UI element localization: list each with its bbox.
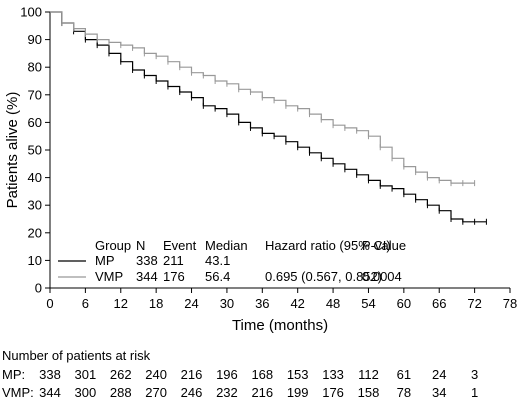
at-risk-value: 3 — [471, 367, 478, 382]
at-risk-value: 176 — [322, 385, 344, 400]
legend-header: Median — [205, 238, 248, 253]
x-tick-label: 6 — [82, 296, 89, 311]
at-risk-value: 78 — [397, 385, 411, 400]
y-tick-label: 80 — [28, 60, 42, 75]
x-tick-label: 0 — [46, 296, 53, 311]
y-tick-label: 70 — [28, 87, 42, 102]
x-tick-label: 66 — [432, 296, 446, 311]
legend-cell: VMP — [95, 269, 123, 284]
x-tick-label: 12 — [114, 296, 128, 311]
legend-cell: 344 — [136, 269, 158, 284]
series-line-mp — [50, 11, 487, 223]
x-tick-label: 78 — [503, 296, 517, 311]
at-risk-title: Number of patients at risk — [2, 348, 151, 363]
at-risk-value: 240 — [145, 367, 167, 382]
x-tick-label: 48 — [326, 296, 340, 311]
at-risk-value: 232 — [216, 385, 238, 400]
legend-cell: 0.0004 — [362, 269, 402, 284]
x-tick-label: 30 — [220, 296, 234, 311]
x-axis-title: Time (months) — [232, 317, 328, 334]
x-tick-label: 18 — [149, 296, 163, 311]
legend-header: Group — [95, 238, 131, 253]
legend-cell: 43.1 — [205, 253, 230, 268]
y-axis-title: Patients alive (%) — [4, 92, 21, 209]
legend-cell: 56.4 — [205, 269, 230, 284]
at-risk-value: 301 — [75, 367, 97, 382]
at-risk-table: Number of patients at risk MP: 338 301 262 24… — [2, 348, 478, 400]
legend-cell: 338 — [136, 253, 158, 268]
y-tick-label: 20 — [28, 225, 42, 240]
x-tick-label: 60 — [397, 296, 411, 311]
at-risk-value: 199 — [287, 385, 309, 400]
x-tick-label: 36 — [255, 296, 269, 311]
at-risk-value: 133 — [322, 367, 344, 382]
at-risk-value: 270 — [145, 385, 167, 400]
y-tick-label: 50 — [28, 143, 42, 158]
y-tick-label: 0 — [35, 281, 42, 296]
at-risk-label: VMP: — [2, 385, 34, 400]
at-risk-value: 344 — [39, 385, 61, 400]
at-risk-value: 158 — [358, 385, 380, 400]
at-risk-value: 246 — [181, 385, 203, 400]
at-risk-value: 61 — [397, 367, 411, 382]
at-risk-value: 112 — [358, 367, 379, 382]
legend-header: Hazard ratio (95% CI) — [265, 238, 391, 253]
at-risk-value: 153 — [287, 367, 309, 382]
x-tick-label: 72 — [467, 296, 481, 311]
at-risk-value: 168 — [251, 367, 273, 382]
y-tick-label: 10 — [28, 253, 42, 268]
y-tick-label: 30 — [28, 198, 42, 213]
at-risk-value: 288 — [110, 385, 132, 400]
legend-table: Group N Event Median Hazard ratio (95% CI)P-… — [58, 238, 406, 284]
y-tick-label: 100 — [20, 5, 42, 20]
at-risk-value: 196 — [216, 367, 238, 382]
legend-header: P-value — [362, 238, 406, 253]
legend-cell: MP — [95, 253, 115, 268]
survival-curves — [50, 11, 487, 225]
at-risk-value: 338 — [39, 367, 61, 382]
at-risk-value: 34 — [432, 385, 446, 400]
legend-header: Event — [163, 238, 197, 253]
at-risk-value: 300 — [75, 385, 97, 400]
at-risk-value: 262 — [110, 367, 132, 382]
legend-cell: 0.695 (0.567, 0.852) — [265, 269, 382, 284]
at-risk-label: MP: — [2, 367, 25, 382]
x-tick-label: 24 — [184, 296, 198, 311]
at-risk-value: 1 — [471, 385, 478, 400]
at-risk-value: 24 — [432, 367, 446, 382]
x-tick-label: 42 — [290, 296, 304, 311]
y-tick-label: 60 — [28, 115, 42, 130]
legend-header: N — [136, 238, 145, 253]
axes: 0 10 20 30 40 50 60 70 80 90 100 0 6 12 18 24 30 36 42 48 54… — [20, 5, 517, 312]
legend-cell: 211 — [163, 253, 184, 268]
at-risk-value: 216 — [181, 367, 203, 382]
y-tick-label: 40 — [28, 170, 42, 185]
at-risk-value: 216 — [251, 385, 273, 400]
legend-cell: 176 — [163, 269, 185, 284]
x-tick-label: 54 — [361, 296, 375, 311]
y-tick-label: 90 — [28, 32, 42, 47]
